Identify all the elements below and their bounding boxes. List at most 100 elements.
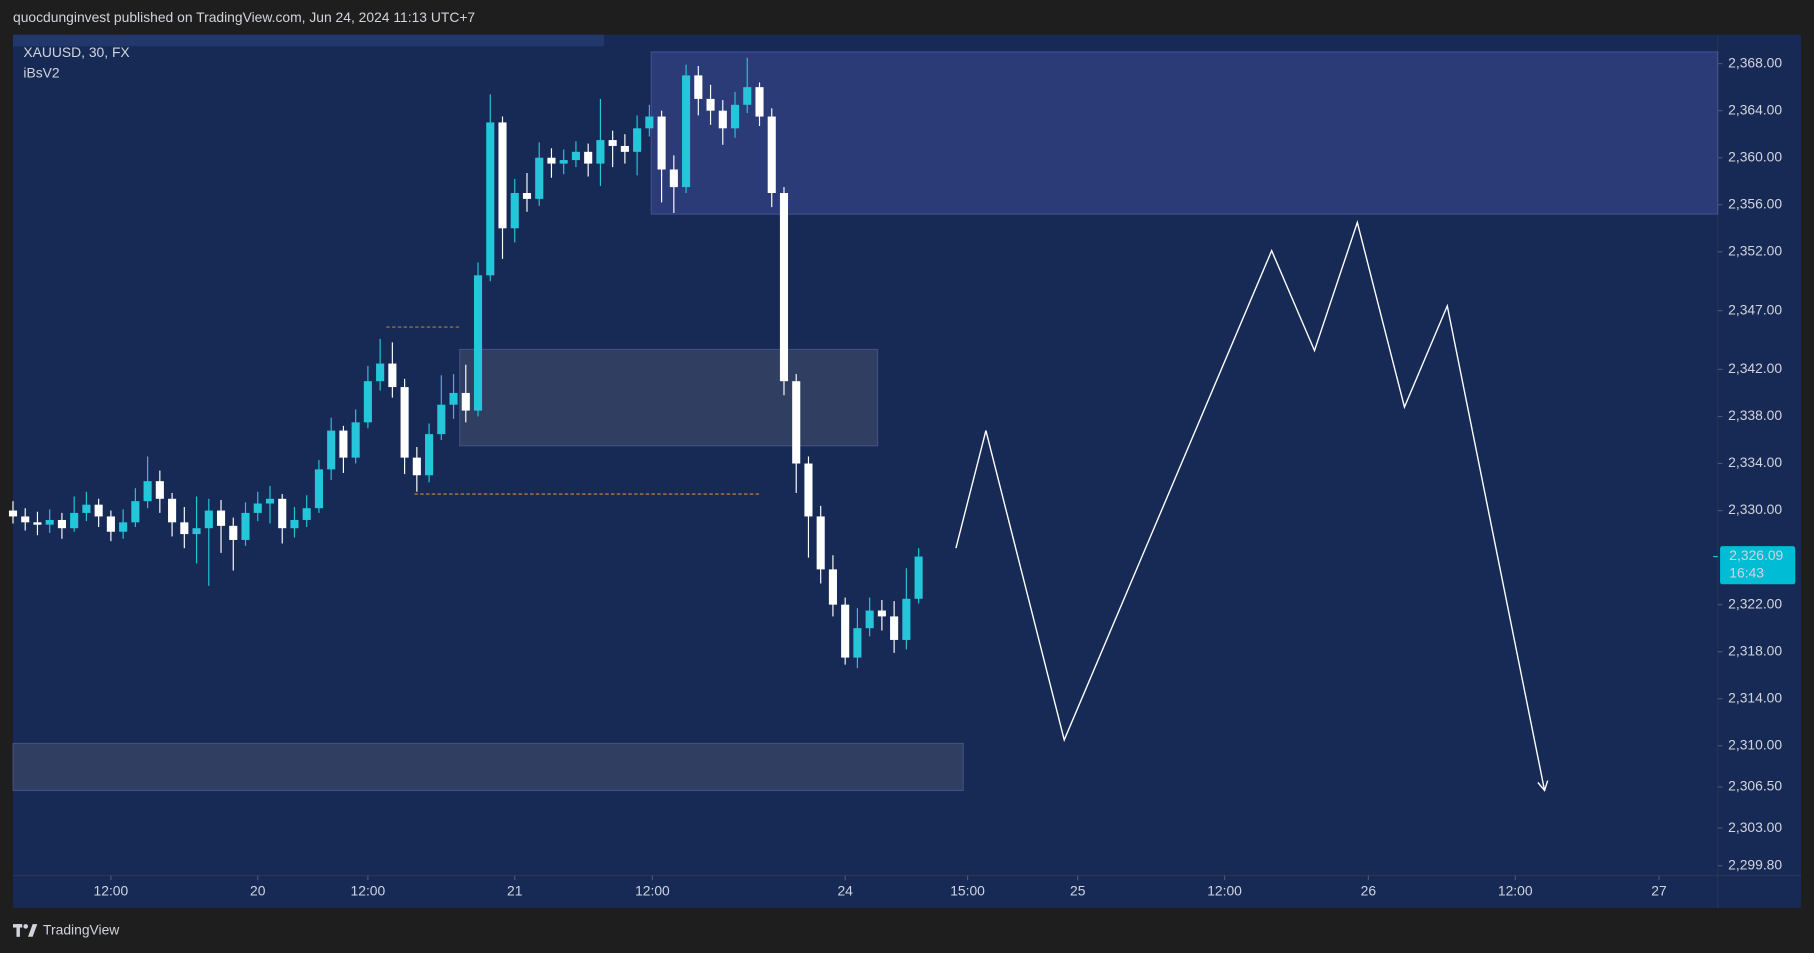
candle-body <box>278 498 287 529</box>
candle-body <box>241 512 250 540</box>
y-tick-label: 2,338.00 <box>1728 407 1782 423</box>
candle-body <box>633 128 642 152</box>
candle-body <box>608 140 617 146</box>
candle-body <box>890 616 899 640</box>
publisher: quocdunginvest published on TradingView.… <box>13 9 475 25</box>
candle-body <box>486 122 495 276</box>
candle-body <box>559 160 568 164</box>
candle-body <box>841 604 850 658</box>
candle-body <box>265 498 275 504</box>
candle-body <box>143 481 152 502</box>
x-tick-label: 27 <box>1651 882 1667 898</box>
logo-part <box>23 924 29 929</box>
y-tick-label: 2,368.00 <box>1728 54 1782 70</box>
candle-body <box>449 392 458 405</box>
y-tick-label: 2,303.00 <box>1728 819 1782 835</box>
candle-body <box>94 504 103 517</box>
candle-body <box>706 98 715 111</box>
candle-body <box>388 363 397 388</box>
candle-body <box>571 151 580 161</box>
y-tick-label: 2,322.00 <box>1728 595 1782 611</box>
candle-body <box>473 275 483 411</box>
candle-body <box>131 501 140 523</box>
candle-body <box>767 116 776 194</box>
y-tick-label: 2,352.00 <box>1728 242 1782 258</box>
candle-body <box>535 157 544 199</box>
logo-part <box>16 924 20 937</box>
y-tick-label: 2,310.00 <box>1728 736 1782 752</box>
logo-part <box>28 924 38 937</box>
zone <box>459 348 879 447</box>
candle-body <box>363 381 372 423</box>
candle-body <box>877 610 886 617</box>
candle-body <box>853 628 862 658</box>
candle-body <box>743 87 752 105</box>
y-tick-label: 2,342.00 <box>1728 360 1782 376</box>
candle-body <box>45 519 54 525</box>
x-tick-label: 25 <box>1070 882 1086 898</box>
candle-body <box>412 457 421 476</box>
candle-body <box>694 75 703 99</box>
candle-body <box>8 510 18 517</box>
zone <box>12 742 964 792</box>
y-tick-label: 2,318.00 <box>1728 642 1782 658</box>
candle-body <box>718 110 727 129</box>
y-tick-label: 2,330.00 <box>1728 501 1782 517</box>
candle-body <box>339 430 348 458</box>
projection-arrowhead <box>1537 780 1549 792</box>
x-tick-label: 12:00 <box>1207 882 1242 898</box>
candle-body <box>229 525 238 540</box>
candle-body <box>180 522 189 535</box>
candle-body <box>828 569 837 605</box>
candle-body <box>302 508 311 520</box>
candle-body <box>914 556 923 599</box>
candle-body <box>902 598 911 640</box>
y-tick-label: 2,356.00 <box>1728 195 1782 211</box>
last-price-label: 2,326.09 <box>1729 547 1783 563</box>
candle-body <box>792 381 801 464</box>
candle-body <box>425 434 434 476</box>
candle-body <box>755 87 764 117</box>
indicator-strip <box>12 34 604 47</box>
last-price-box <box>1720 546 1796 585</box>
candle-body <box>779 193 789 382</box>
candle-body <box>192 528 201 535</box>
x-tick-label: 12:00 <box>351 882 386 898</box>
candle-body <box>204 510 213 529</box>
candle-body <box>290 519 299 529</box>
symbol: XAUUSD, 30, FX <box>23 44 129 60</box>
candle-body <box>669 169 678 188</box>
candle-body <box>584 151 593 164</box>
candle-body <box>730 104 740 129</box>
x-tick-label: 12:00 <box>1498 882 1533 898</box>
candle-body <box>547 157 556 164</box>
candle-body <box>804 463 813 517</box>
candle-body <box>645 116 654 129</box>
x-tick-label: 15:00 <box>950 882 985 898</box>
x-tick-label: 12:00 <box>94 882 129 898</box>
zone <box>650 51 1719 215</box>
candle-body <box>119 522 128 532</box>
candle-body <box>682 75 691 188</box>
candle-body <box>155 481 164 499</box>
candle-body <box>327 430 336 470</box>
x-tick-label: 12:00 <box>635 882 670 898</box>
y-tick-label: 2,299.80 <box>1728 856 1782 872</box>
candle-body <box>70 512 79 529</box>
y-tick-label: 2,364.00 <box>1728 101 1782 117</box>
candle-body <box>461 392 470 411</box>
y-tick-label: 2,360.00 <box>1728 148 1782 164</box>
candle-body <box>33 522 42 525</box>
x-tick-label: 20 <box>250 882 266 898</box>
indicator: iBsV2 <box>23 65 59 81</box>
candle-body <box>400 387 409 458</box>
candle-body <box>376 363 385 382</box>
candle-body <box>596 140 605 164</box>
candle-body <box>216 510 226 526</box>
x-tick-label: 24 <box>837 882 853 898</box>
y-tick-label: 2,314.00 <box>1728 689 1782 705</box>
candle-body <box>314 469 323 509</box>
candle-body <box>498 122 507 229</box>
